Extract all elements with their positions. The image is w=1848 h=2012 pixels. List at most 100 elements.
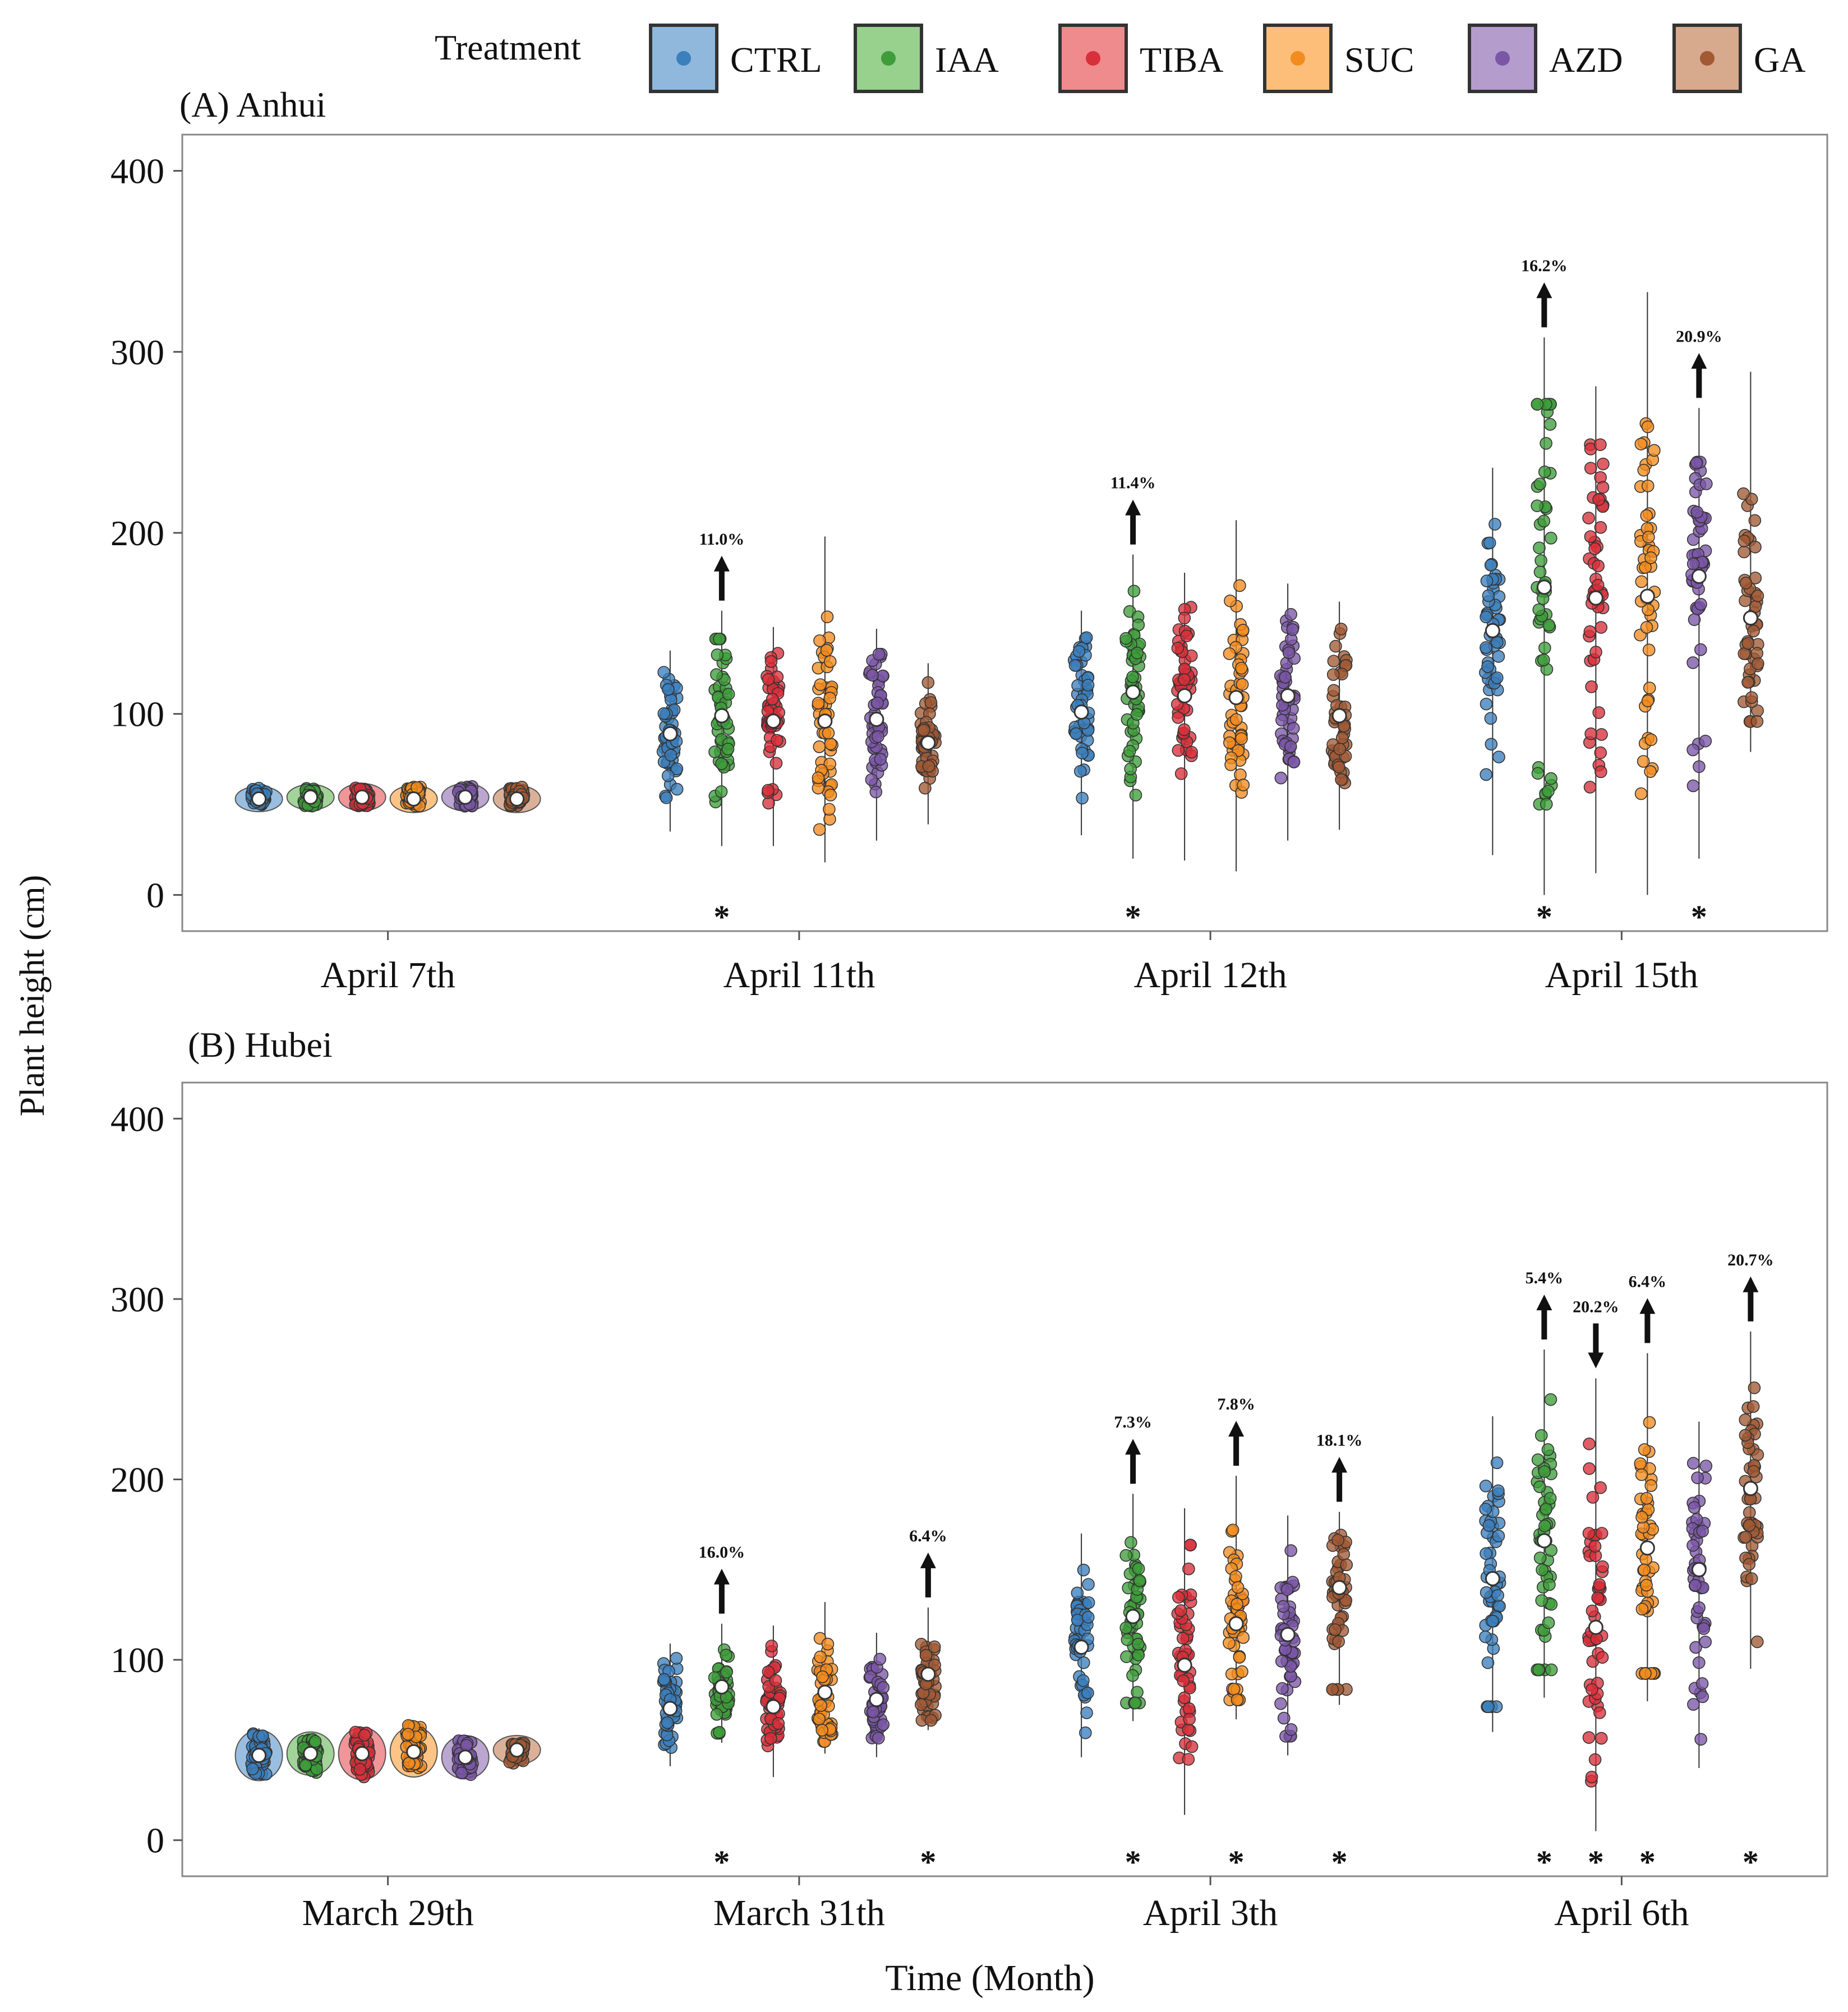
data-point xyxy=(1582,1527,1596,1540)
mean-marker xyxy=(251,1748,267,1764)
data-point xyxy=(1182,1723,1195,1736)
change-label: 20.9% xyxy=(1676,327,1722,346)
mean-marker xyxy=(662,726,678,742)
data-point xyxy=(1648,444,1661,457)
data-point xyxy=(1692,1656,1706,1669)
data-point xyxy=(1700,477,1713,490)
data-point xyxy=(1073,765,1087,778)
violin-ga xyxy=(914,663,942,825)
data-point xyxy=(1583,1462,1596,1475)
data-point xyxy=(1481,660,1494,673)
data-point xyxy=(919,781,932,795)
data-point xyxy=(824,738,837,751)
data-point xyxy=(1749,540,1762,554)
data-point xyxy=(1121,1633,1134,1646)
data-point xyxy=(1223,1636,1236,1650)
violin-suc xyxy=(811,1602,838,1754)
x-tick-label: April 7th xyxy=(321,955,455,996)
data-point xyxy=(1284,1544,1298,1557)
data-point xyxy=(455,1766,468,1780)
data-point xyxy=(1082,1596,1095,1609)
violin-iaa: * 16.2% xyxy=(1521,256,1568,935)
data-point xyxy=(1081,679,1095,692)
violin-ga: * 20.7% xyxy=(1727,1251,1774,1880)
data-point xyxy=(661,769,675,782)
data-point xyxy=(1479,1503,1492,1516)
change-label: 20.2% xyxy=(1573,1297,1619,1316)
violin-tiba xyxy=(338,781,386,813)
significance-star: * xyxy=(1536,899,1552,935)
data-point xyxy=(1743,1558,1756,1571)
violin-azd xyxy=(863,629,890,841)
legend-label: IAA xyxy=(935,40,999,80)
data-point xyxy=(1538,1465,1551,1478)
panel-title: (A) Anhui xyxy=(179,85,326,125)
data-point xyxy=(1491,636,1504,649)
data-point xyxy=(765,1640,778,1652)
data-point xyxy=(715,785,728,798)
data-point xyxy=(1637,755,1650,768)
data-point xyxy=(1480,641,1492,654)
mean-marker xyxy=(1639,588,1655,604)
data-point xyxy=(1480,1547,1492,1560)
data-point xyxy=(1119,1621,1133,1635)
data-point xyxy=(1329,639,1342,653)
data-point xyxy=(710,1708,723,1721)
data-point xyxy=(1635,575,1648,588)
data-point xyxy=(1634,787,1648,800)
data-point xyxy=(1224,758,1237,771)
data-point xyxy=(1533,1551,1547,1564)
arrow-up-icon xyxy=(1125,1439,1141,1455)
change-label: 5.4% xyxy=(1526,1269,1564,1287)
data-point xyxy=(1332,1635,1345,1648)
data-point xyxy=(1125,1536,1137,1549)
data-point xyxy=(1634,1457,1647,1470)
change-label: 16.2% xyxy=(1521,256,1568,275)
data-point xyxy=(1739,1413,1752,1426)
violin-azd xyxy=(1274,1515,1302,1756)
data-point xyxy=(1486,1614,1499,1628)
mean-marker xyxy=(1280,1627,1296,1642)
arrow-up-icon xyxy=(1331,1457,1348,1473)
change-annotation: 20.2% xyxy=(1573,1297,1619,1369)
data-point xyxy=(1126,670,1139,684)
data-point xyxy=(1119,1549,1133,1562)
data-point xyxy=(1533,565,1547,579)
y-tick-label: 300 xyxy=(110,1279,164,1319)
mean-marker xyxy=(406,1744,422,1760)
data-point xyxy=(1480,768,1493,781)
violin-ga xyxy=(492,1735,541,1770)
data-point xyxy=(1172,1591,1185,1604)
data-point xyxy=(1076,747,1089,759)
mean-marker xyxy=(1588,1619,1603,1635)
data-point xyxy=(1644,733,1658,747)
data-point xyxy=(1129,789,1142,802)
data-point xyxy=(1642,603,1655,616)
data-point xyxy=(1644,765,1657,778)
data-point xyxy=(1231,1693,1244,1706)
data-point xyxy=(1120,1650,1133,1663)
data-point xyxy=(1691,1471,1704,1484)
mean-marker xyxy=(1691,568,1707,584)
data-point xyxy=(1172,711,1185,724)
x-tick-label: April 3th xyxy=(1143,1893,1278,1933)
data-point xyxy=(821,1637,835,1651)
data-point xyxy=(1635,1511,1648,1524)
y-tick-label: 200 xyxy=(110,513,164,553)
data-point xyxy=(866,669,879,682)
violin-tiba xyxy=(1171,1508,1199,1815)
data-point xyxy=(1638,1563,1651,1577)
data-point xyxy=(766,693,779,706)
violin-suc: * 7.8% xyxy=(1217,1395,1255,1880)
legend-dot xyxy=(676,51,691,66)
mean-marker xyxy=(1536,579,1552,595)
data-point xyxy=(1235,732,1248,745)
mean-marker xyxy=(509,791,525,807)
data-point xyxy=(1284,740,1297,753)
data-point xyxy=(1076,791,1089,805)
panel-title: (B) Hubei xyxy=(188,1025,333,1065)
data-point xyxy=(821,610,834,624)
arrow-up-icon xyxy=(1536,282,1552,298)
arrow-up-icon xyxy=(1536,1294,1552,1310)
mean-marker xyxy=(869,1692,884,1707)
